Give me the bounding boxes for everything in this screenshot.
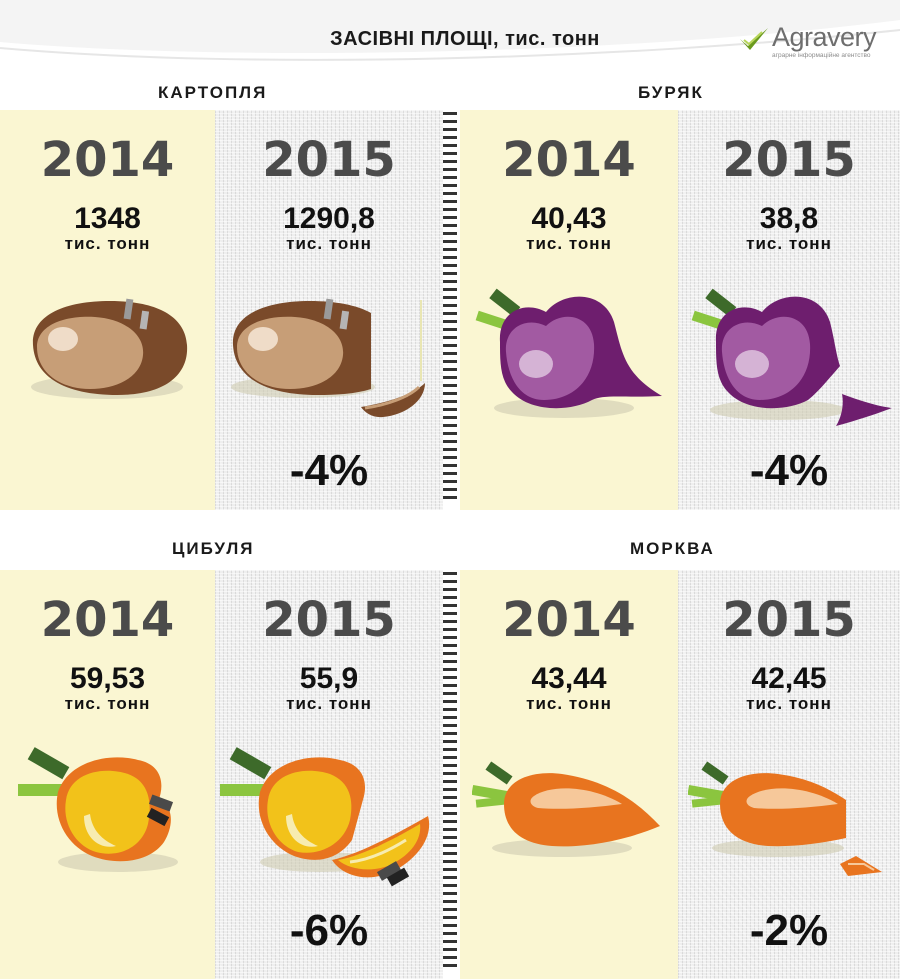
section-label-potato: КАРТОПЛЯ — [158, 83, 268, 102]
unit-label: тис. тонн — [286, 234, 372, 253]
unit-label: тис. тонн — [64, 694, 151, 713]
unit-label: тис. тонн — [526, 234, 612, 253]
divider-ruler-bottom — [443, 572, 457, 972]
beet-icon — [475, 288, 662, 418]
unit-label: тис. тонн — [526, 694, 612, 713]
section-label-onion: ЦИБУЛЯ — [172, 539, 255, 558]
beet-2014-panel: 2014 40,43 тис. тонн — [460, 110, 678, 510]
divider-ruler-top — [443, 112, 457, 504]
unit-label: тис. тонн — [746, 694, 832, 713]
beet-cut-icon — [691, 288, 892, 426]
onion-2015-panel: 2015 55,9 тис. тонн -6% — [215, 570, 443, 979]
change-label: -6% — [289, 906, 369, 955]
year-label: 2014 — [40, 132, 175, 188]
carrot-2014-panel: 2014 43,44 тис. тонн — [460, 570, 678, 979]
change-label: -4% — [289, 446, 369, 495]
onion-cut-icon — [220, 747, 430, 887]
onion-icon — [18, 747, 178, 872]
year-label: 2014 — [502, 592, 636, 648]
potato-2015-panel: 2015 1290,8 тис. тонн -4% — [215, 110, 443, 510]
value-label: 1290,8 — [283, 202, 375, 235]
year-label: 2014 — [502, 132, 636, 188]
unit-label: тис. тонн — [64, 234, 151, 253]
potato-2014-panel: 2014 1348 тис. тонн — [0, 110, 215, 510]
value-label: 42,45 — [751, 662, 827, 695]
header-swoosh — [0, 0, 900, 61]
year-label: 2015 — [262, 132, 396, 188]
potato-icon — [31, 298, 188, 399]
value-label: 1348 — [74, 202, 141, 235]
unit-label: тис. тонн — [746, 234, 832, 253]
carrot-2015-panel: 2015 42,45 тис. тонн -2% — [678, 570, 900, 979]
potato-cut-icon — [231, 298, 425, 418]
value-label: 55,9 — [299, 662, 359, 695]
year-label: 2015 — [722, 132, 856, 188]
change-label: -2% — [749, 906, 829, 955]
logo-name: Agravery — [772, 22, 877, 52]
value-label: 40,43 — [531, 202, 607, 235]
section-label-carrot: МОРКВА — [630, 539, 715, 558]
logo-tagline: аграрне інформаційне агентство — [772, 52, 871, 59]
value-label: 59,53 — [69, 662, 146, 695]
page-title: ЗАСІВНІ ПЛОЩІ, тис. тонн — [330, 28, 600, 50]
value-label: 38,8 — [759, 202, 819, 235]
carrot-icon — [472, 761, 660, 857]
year-label: 2015 — [262, 592, 396, 648]
section-label-beet: БУРЯК — [638, 83, 704, 102]
onion-2014-panel: 2014 59,53 тис. тонн — [0, 570, 215, 979]
value-label: 43,44 — [531, 662, 607, 695]
carrot-cut-icon — [688, 761, 882, 876]
checkmark-icon — [740, 28, 768, 50]
unit-label: тис. тонн — [286, 694, 372, 713]
change-label: -4% — [749, 446, 829, 495]
beet-2015-panel: 2015 38,8 тис. тонн -4% — [678, 110, 900, 510]
year-label: 2014 — [40, 592, 175, 648]
year-label: 2015 — [722, 592, 856, 648]
agravery-logo: Agravery аграрне інформаційне агентство — [738, 22, 888, 62]
